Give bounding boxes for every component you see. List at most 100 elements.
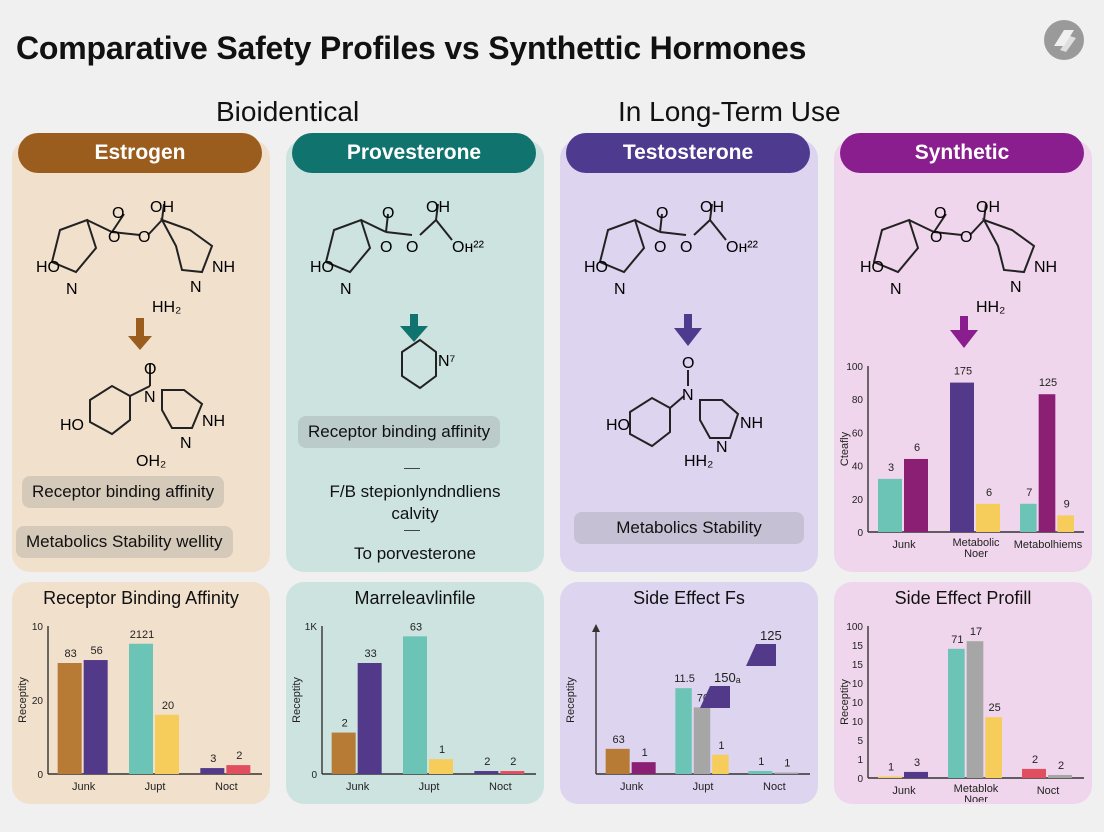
y-tick-label: 15 [852,641,864,652]
atom-label: O [112,205,124,222]
data-label: 7 [1026,487,1032,499]
subtitle-bioidentical: Bioidentical [216,96,360,127]
bar [1020,503,1037,532]
arrow-down-icon [950,316,978,348]
atom-label: O [930,229,942,246]
y-tick-label: 10 [852,679,864,690]
callout-label: 150ₐ [714,670,741,685]
bar [155,714,179,774]
data-label: 33 [365,648,377,660]
y-tick-label: 0 [311,770,317,781]
testosterone-header: Testosterone [566,133,810,173]
y-axis-label: Receptity [291,677,303,723]
data-label: 3 [210,753,216,765]
atom-label: OH [150,199,174,216]
atom-label: N [682,387,694,404]
arrow-down-icon [400,314,428,342]
x-tick-label: Junk [620,781,644,793]
callout-label: 125 [760,628,782,643]
bar [1057,515,1074,532]
atom-label: N [1010,279,1022,296]
atom-label: HH₂ [976,299,1005,316]
arrow-down-icon [674,314,702,346]
x-tick-label: Noct [215,781,238,793]
data-label: 1 [888,761,894,773]
y-tick-label: 10 [852,698,864,709]
data-label: 2 [510,756,516,768]
bar [878,776,902,778]
y-tick-label: 100 [846,622,863,633]
bar [976,503,1000,532]
testosterone-panel [560,140,818,572]
data-label: 3 [888,462,894,474]
atom-label: HO [36,259,60,276]
x-tick-label: Junk [72,781,96,793]
bar [83,660,108,774]
atom-label: O [138,229,150,246]
testosterone-label-metabolic: Metabolics Stability [574,512,804,544]
data-label: 2 [1032,754,1038,766]
x-tick-label: Metablok [954,783,999,795]
synthetic-upper-chart: Cteafly 100 80 60 40 20 0 3 6 Junk 175 6 MetabolicNo… [839,362,1084,560]
chart-title-marreleavlinfile: Marreleavlinfile [354,588,476,608]
x-tick-label: Jupt [145,781,166,793]
atom-label: O [960,229,972,246]
estrogen-header: Estrogen [18,133,262,173]
atom-label: O [934,205,946,222]
y-axis-label: Receptity [17,677,29,723]
data-label: 71 [951,634,963,646]
atom-label: N [180,435,192,452]
bar [950,382,974,532]
bar [357,663,382,774]
atom-label: HO [584,259,608,276]
x-tick-label: Junk [346,781,370,793]
testosterone-molecule: O OH HO N O O Oн²² O N HO NH N HH₂ [584,199,763,470]
y-tick-label: 20 [32,696,44,707]
y-tick-label: 1K [305,622,318,633]
x-tick-label: Metabolhiems [1014,539,1083,551]
data-label: 2121 [130,629,154,641]
atom-label: HH₂ [684,453,713,470]
marreleavlinfile-chart: Receptity 1K 0 2 33 Junk 63 1 Jupt 2 2 Noct [291,621,536,793]
data-label: 3 [914,757,920,769]
data-label: 25 [989,702,1001,714]
atom-label: N [614,281,626,298]
provesterone-note-2: calvity [391,504,439,523]
atom-label: O [380,239,392,256]
x-tick-label: Jupt [693,781,714,793]
provesterone-header: Provesterone [292,133,536,173]
y-tick-label: 0 [857,774,863,785]
bar [403,636,427,774]
y-tick-label: 10 [32,622,44,633]
estrogen-molecule: O OH HO N NH N O O HH₂ O N HO NH N OH₂ [36,199,235,470]
bar [200,768,225,774]
data-label: 1 [718,740,724,752]
atom-label: N⁷ [438,353,456,370]
data-label: 20 [162,700,174,712]
x-tick-label: Noer [964,794,988,802]
atom-label: NH [212,259,235,276]
x-tick-label: Junk [892,539,916,551]
atom-label: O [654,239,666,256]
bar [226,765,251,774]
provesterone-molecule: O OH HO N O O Oн²² N⁷ [310,199,485,390]
atom-label: N [190,279,202,296]
atom-label: O [144,361,156,378]
bar [693,707,711,774]
callout-box [746,644,776,666]
data-label: 2 [1058,760,1064,772]
bar [948,648,965,778]
provesterone-note-3: To porvesterone [354,544,476,563]
bar [631,762,656,774]
y-tick-label: 15 [852,660,864,671]
y-axis-label: Receptity [565,677,577,723]
atom-label: O [682,355,694,372]
atom-label: N [716,439,728,456]
atom-label: HO [310,259,334,276]
data-label: 6 [914,442,920,454]
data-label: 63 [613,734,625,746]
chart-title-side-effect-fs: Side Effect Fs [633,588,745,608]
atom-label: OH [426,199,450,216]
